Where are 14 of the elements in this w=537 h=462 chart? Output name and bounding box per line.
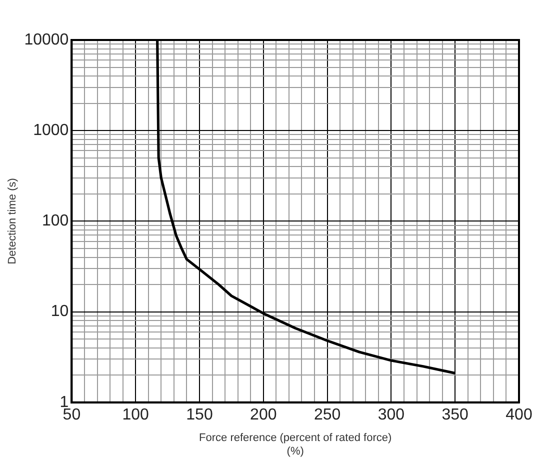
x-axis-title: Force reference (percent of rated force) (%)	[199, 432, 392, 458]
y-axis-title: Detection time (s)	[6, 178, 19, 264]
y-tick-label: 1000	[33, 122, 69, 140]
y-tick-label: 100	[42, 212, 69, 230]
x-tick-label: 300	[378, 406, 405, 424]
x-tick-label: 250	[314, 406, 341, 424]
x-tick-label: 150	[186, 406, 213, 424]
y-tick-label: 10	[50, 303, 69, 320]
x-tick-label: 350	[442, 406, 469, 424]
x-tick-label: 400	[506, 406, 532, 424]
x-tick-label: 200	[250, 406, 277, 424]
x-tick-label: 100	[122, 406, 150, 424]
x-tick-label: 50	[62, 406, 81, 424]
y-tick-label: 10000	[24, 31, 69, 48]
